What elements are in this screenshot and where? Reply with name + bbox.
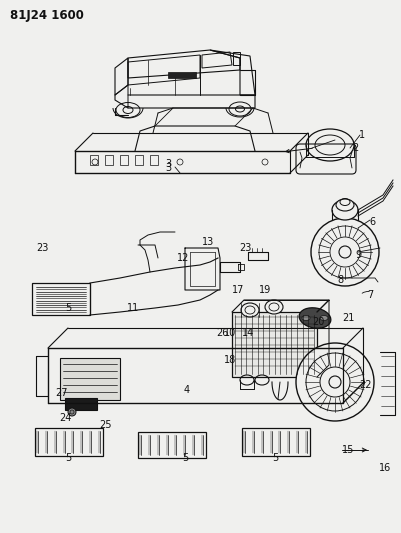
Text: 25: 25 [99, 420, 111, 430]
Text: 14: 14 [242, 328, 254, 338]
Text: 4: 4 [184, 385, 190, 395]
Bar [60, 358, 120, 400]
Text: 12: 12 [177, 253, 189, 263]
Bar [242, 428, 310, 456]
Ellipse shape [311, 218, 379, 286]
Bar [32, 283, 90, 315]
Bar [150, 155, 158, 165]
Bar [135, 155, 143, 165]
Text: 5: 5 [65, 303, 71, 313]
Text: 21: 21 [342, 313, 354, 323]
Bar [105, 155, 113, 165]
Text: 23: 23 [36, 243, 48, 253]
Bar [168, 72, 196, 78]
Text: 18: 18 [224, 355, 236, 365]
Text: 6: 6 [369, 217, 375, 227]
Text: 7: 7 [367, 290, 373, 300]
Text: 5: 5 [182, 453, 188, 463]
Bar [232, 312, 317, 377]
Bar [65, 398, 97, 410]
Ellipse shape [265, 300, 283, 314]
Ellipse shape [336, 199, 354, 211]
Circle shape [68, 408, 76, 416]
Bar [120, 155, 128, 165]
Text: 16: 16 [379, 463, 391, 473]
Text: 3: 3 [165, 159, 171, 169]
Text: 22: 22 [359, 380, 371, 390]
Ellipse shape [302, 316, 310, 320]
Text: 2: 2 [352, 143, 358, 153]
Text: 3: 3 [165, 163, 171, 173]
Text: 15: 15 [342, 445, 354, 455]
Text: 19: 19 [259, 285, 271, 295]
Bar [35, 428, 103, 456]
Text: 20: 20 [312, 317, 324, 327]
Text: 10: 10 [224, 328, 236, 338]
Text: 26: 26 [216, 328, 228, 338]
Text: 17: 17 [232, 285, 244, 295]
Ellipse shape [332, 200, 358, 220]
Text: 5: 5 [272, 453, 278, 463]
Bar [90, 155, 98, 165]
Text: 13: 13 [202, 237, 214, 247]
Text: 81J24 1600: 81J24 1600 [10, 10, 84, 22]
Text: 9: 9 [355, 250, 361, 260]
Text: 5: 5 [65, 453, 71, 463]
Text: 27: 27 [56, 388, 68, 398]
Text: 24: 24 [59, 413, 71, 423]
Text: 1: 1 [359, 130, 365, 140]
Text: 8: 8 [337, 275, 343, 285]
Ellipse shape [320, 316, 328, 320]
Ellipse shape [299, 308, 331, 328]
Ellipse shape [296, 343, 374, 421]
Text: 23: 23 [239, 243, 251, 253]
Bar [138, 432, 206, 458]
Text: 11: 11 [127, 303, 139, 313]
Ellipse shape [241, 303, 259, 317]
